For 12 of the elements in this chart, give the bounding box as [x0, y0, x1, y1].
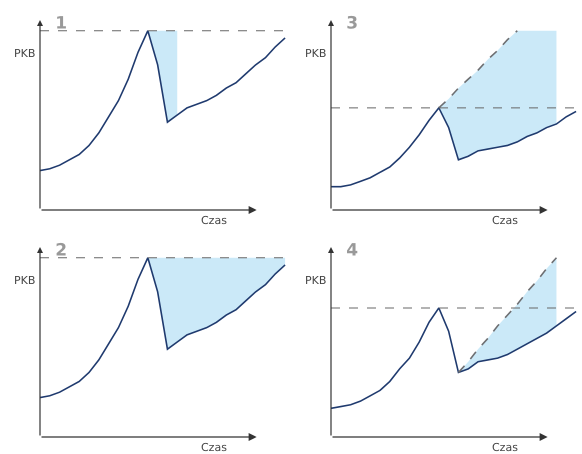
y-axis-title: PKB — [14, 274, 36, 287]
y-axis-title: PKB — [14, 47, 36, 60]
chart-title: 4 — [346, 240, 358, 261]
y-axis-title: PKB — [305, 274, 326, 287]
chart-title: 3 — [346, 14, 358, 34]
chart-title: 2 — [55, 240, 68, 261]
chart-title: 1 — [55, 14, 68, 34]
x-axis-title: Czas — [492, 441, 518, 454]
x-axis-title: Czas — [201, 441, 228, 454]
y-axis-title: PKB — [305, 47, 326, 60]
x-axis-title: Czas — [492, 214, 518, 227]
x-axis-title: Czas — [201, 214, 228, 227]
